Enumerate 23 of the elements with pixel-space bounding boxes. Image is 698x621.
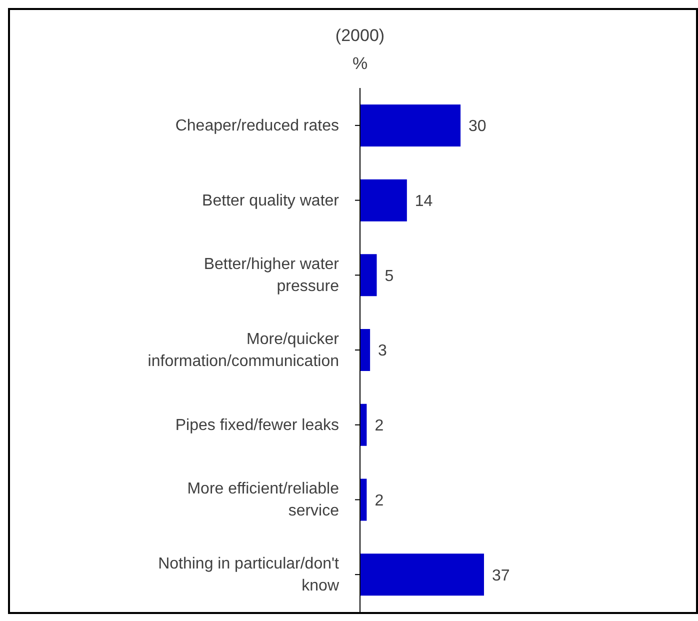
bar bbox=[360, 404, 367, 446]
bar bbox=[360, 329, 370, 372]
data-label: 2 bbox=[374, 418, 384, 435]
y-tick-label: Nothing in particular/don't know bbox=[158, 555, 340, 594]
data-label: 3 bbox=[378, 342, 388, 360]
y-tick-label: Better/higher water pressure bbox=[204, 256, 340, 295]
data-label: 14 bbox=[414, 193, 433, 210]
data-label: 30 bbox=[468, 118, 486, 136]
y-tick-label: More/quicker information/communication bbox=[148, 330, 340, 370]
data-label: 5 bbox=[384, 268, 394, 285]
bar bbox=[360, 179, 407, 222]
y-tick-label: Pipes fixed/fewer leaks bbox=[175, 416, 339, 434]
bar bbox=[360, 554, 484, 596]
chart-title: (2000) bbox=[334, 26, 386, 46]
bar bbox=[360, 104, 461, 146]
y-tick-label: More efficient/reliable service bbox=[187, 480, 340, 520]
bar bbox=[360, 478, 367, 521]
y-tick-label: Cheaper/reduced rates bbox=[175, 116, 339, 134]
chart-subtitle: % bbox=[351, 54, 369, 74]
data-label: 2 bbox=[374, 492, 384, 510]
bar bbox=[360, 254, 377, 296]
y-tick-label: Better quality water bbox=[202, 192, 340, 209]
data-label: 37 bbox=[492, 567, 510, 584]
